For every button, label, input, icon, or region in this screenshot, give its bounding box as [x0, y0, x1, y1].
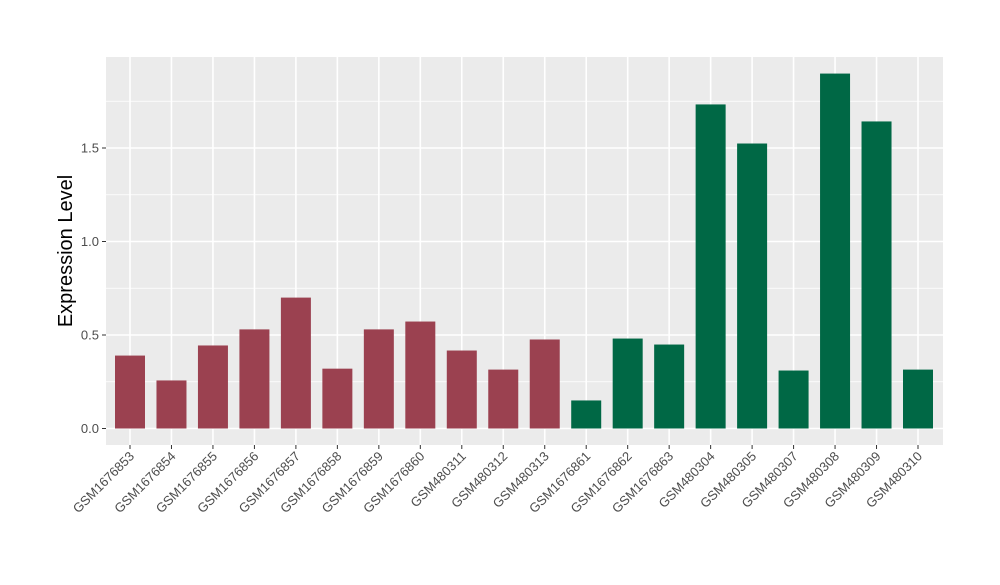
bar-GSM480304: [695, 104, 726, 429]
bar-GSM1676863: [654, 344, 685, 429]
plot-panel: [106, 57, 943, 445]
y-tick-label: 1.5: [81, 141, 99, 156]
y-tick-label: 1.0: [81, 234, 99, 249]
bar-GSM1676860: [405, 321, 436, 429]
bar-GSM480307: [778, 370, 809, 429]
bar-GSM1676859: [363, 329, 394, 429]
bar-GSM480305: [737, 143, 768, 429]
bar-GSM480312: [488, 369, 519, 429]
bar-GSM480313: [529, 339, 560, 429]
bar-GSM1676853: [115, 355, 145, 429]
bar-GSM1676856: [239, 329, 270, 429]
y-tick-label: 0.5: [81, 328, 99, 343]
y-tick-label: 0.0: [81, 421, 99, 436]
bar-GSM1676858: [322, 368, 353, 429]
x-axis: GSM1676853GSM1676854GSM1676855GSM1676856…: [70, 445, 925, 516]
bar-GSM480308: [820, 73, 851, 429]
bars: [115, 73, 933, 429]
y-axis-label: Expression Level: [55, 175, 77, 327]
bar-GSM1676855: [197, 345, 228, 429]
y-axis: 0.0 0.5 1.0 1.5: [81, 141, 106, 436]
bar-GSM480309: [861, 121, 892, 429]
bar-GSM1676862: [612, 338, 643, 429]
bar-GSM1676854: [156, 380, 187, 429]
bar-GSM480311: [446, 350, 477, 429]
bar-GSM1676857: [280, 297, 311, 429]
bar-GSM480310: [903, 369, 933, 429]
bar-GSM1676861: [571, 400, 602, 429]
